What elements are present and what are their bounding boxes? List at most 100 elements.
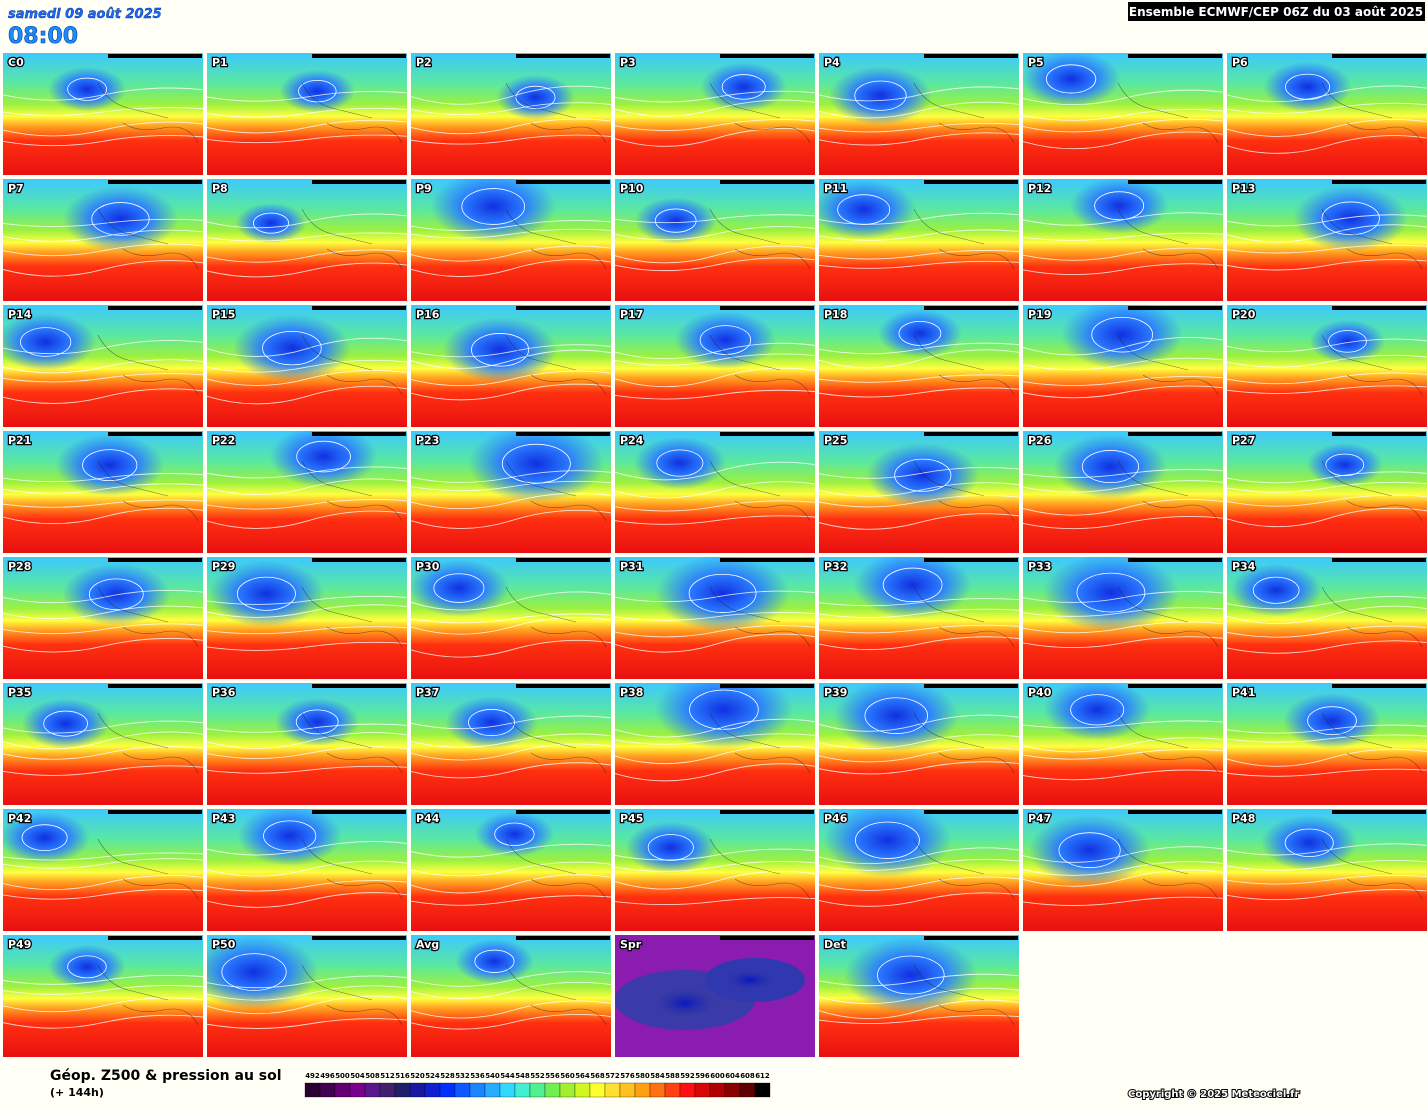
map-body bbox=[411, 683, 611, 805]
panel-header-strip bbox=[720, 54, 814, 58]
contour-line bbox=[615, 870, 815, 890]
contour-line bbox=[3, 605, 203, 620]
map-body bbox=[411, 431, 611, 553]
contour-line bbox=[1023, 636, 1223, 648]
map-panel: P20 bbox=[1227, 305, 1427, 427]
coastline bbox=[505, 586, 607, 648]
contour-line bbox=[819, 342, 1019, 355]
contour-line bbox=[819, 482, 1019, 497]
map-body bbox=[615, 53, 815, 175]
low-pressure bbox=[48, 66, 127, 112]
contour-line bbox=[3, 229, 203, 242]
coastline bbox=[97, 586, 199, 648]
map-body bbox=[819, 53, 1019, 175]
contour-line bbox=[819, 466, 1019, 479]
coastline bbox=[709, 460, 811, 522]
contour-line bbox=[3, 107, 203, 116]
contour-line bbox=[819, 999, 1019, 1019]
contour-line bbox=[819, 598, 1019, 607]
low-pressure bbox=[1070, 179, 1169, 234]
contour-line bbox=[615, 214, 815, 224]
panel-header-strip bbox=[108, 684, 202, 688]
contour-line bbox=[3, 974, 203, 985]
scale-label: 508 bbox=[365, 1072, 380, 1080]
contour-ring bbox=[263, 820, 317, 852]
panel-header-strip bbox=[720, 432, 814, 436]
map-body bbox=[1023, 305, 1223, 427]
contour-line bbox=[1227, 481, 1427, 493]
coastline bbox=[709, 712, 811, 774]
coastline bbox=[97, 334, 199, 396]
contour-line bbox=[819, 892, 1019, 907]
contour-line bbox=[1023, 748, 1223, 760]
contour-line bbox=[1023, 89, 1223, 106]
contour-line bbox=[1227, 596, 1427, 610]
map-body bbox=[819, 179, 1019, 301]
contour-line bbox=[411, 639, 611, 658]
coastline bbox=[301, 82, 403, 144]
panel-header-strip bbox=[516, 810, 610, 814]
contour-ring bbox=[1091, 316, 1154, 353]
contour-ring bbox=[433, 573, 485, 603]
map-body bbox=[1227, 53, 1427, 175]
contour-line bbox=[207, 626, 407, 635]
contour-line bbox=[1227, 768, 1427, 777]
map-panel: P19 bbox=[1023, 305, 1223, 427]
panel-label: P23 bbox=[416, 434, 439, 447]
map-panel: P3 bbox=[615, 53, 815, 175]
header-date: samedi 09 août 2025 bbox=[8, 7, 162, 22]
map-panel: Avg bbox=[411, 935, 611, 1057]
panel-label: P18 bbox=[824, 308, 847, 321]
coastline bbox=[1117, 712, 1219, 774]
coastline bbox=[1321, 82, 1423, 144]
low-pressure bbox=[1061, 305, 1184, 370]
scale-label: 580 bbox=[635, 1072, 650, 1080]
panel-label: P11 bbox=[824, 182, 847, 195]
contour-line bbox=[207, 249, 407, 263]
contour-line bbox=[1227, 85, 1427, 103]
scale-swatch bbox=[379, 1082, 396, 1098]
low-pressure bbox=[269, 431, 378, 488]
contour-ring bbox=[656, 449, 704, 477]
coastline bbox=[913, 586, 1015, 648]
low-pressure bbox=[853, 557, 972, 619]
panel-label: P22 bbox=[212, 434, 235, 447]
low-pressure bbox=[1263, 61, 1352, 113]
scale-label: 560 bbox=[560, 1072, 575, 1080]
contour-line bbox=[3, 359, 203, 374]
contour-line bbox=[615, 481, 815, 499]
contour-ring bbox=[67, 955, 107, 979]
map-body bbox=[1023, 53, 1223, 175]
panel-label: P25 bbox=[824, 434, 847, 447]
map-panel: P22 bbox=[207, 431, 407, 553]
contour-line bbox=[411, 874, 611, 894]
panel-label: P27 bbox=[1232, 434, 1255, 447]
contour-line bbox=[207, 880, 407, 892]
panel-label: P17 bbox=[620, 308, 643, 321]
low-pressure bbox=[445, 696, 538, 749]
scale-swatch bbox=[469, 1082, 486, 1098]
contour-ring bbox=[252, 212, 290, 234]
panel-header-strip bbox=[516, 306, 610, 310]
panel-header-strip bbox=[312, 810, 406, 814]
scale-label: 568 bbox=[590, 1072, 605, 1080]
contour-ring bbox=[298, 79, 337, 103]
contour-line bbox=[1023, 118, 1223, 133]
panel-label: P43 bbox=[212, 812, 235, 825]
contour-ring bbox=[882, 567, 943, 603]
contour-ring bbox=[1307, 706, 1357, 736]
contour-line bbox=[819, 494, 1019, 508]
contour-line bbox=[207, 232, 407, 242]
panel-label: P19 bbox=[1028, 308, 1051, 321]
map-body bbox=[615, 683, 815, 805]
map-body bbox=[1227, 305, 1427, 427]
panel-label: P48 bbox=[1232, 812, 1255, 825]
map-body bbox=[819, 683, 1019, 805]
coastline bbox=[97, 460, 199, 522]
contour-line bbox=[207, 337, 407, 357]
panel-header-strip bbox=[924, 810, 1018, 814]
scale-swatch bbox=[664, 1082, 681, 1098]
scale-label: 544 bbox=[500, 1072, 515, 1080]
scale-label: 516 bbox=[395, 1072, 410, 1080]
